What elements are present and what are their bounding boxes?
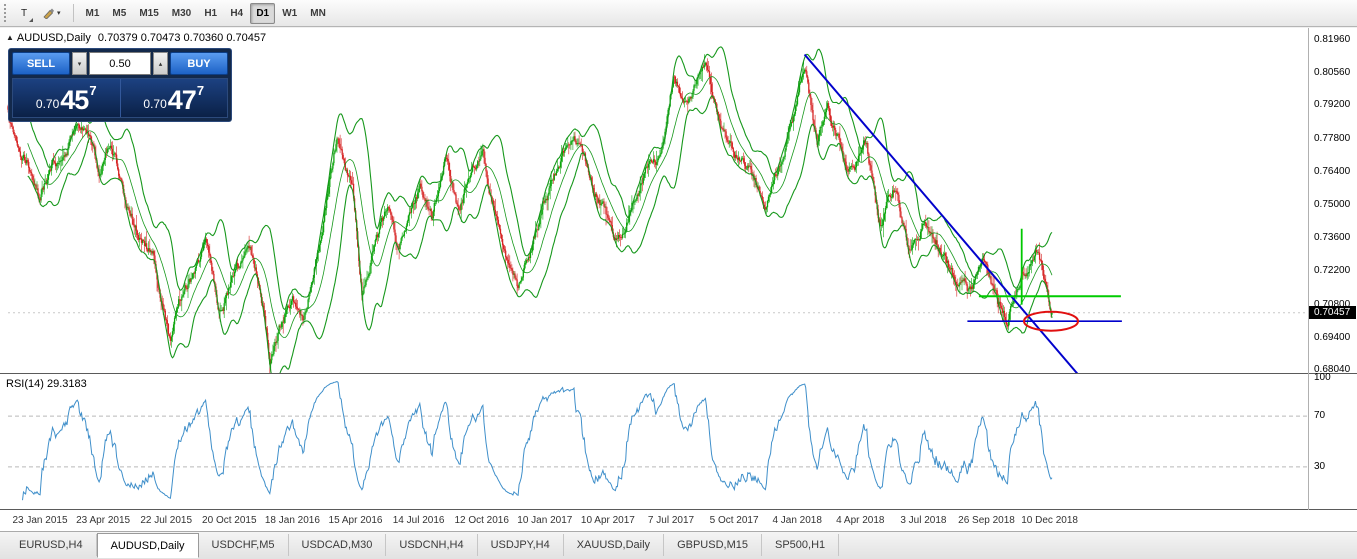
timeframe-m1[interactable]: M1 — [85, 7, 100, 19]
date-tick-label: 4 Jan 2018 — [772, 515, 822, 526]
chart-marker-icon: ▲ — [6, 33, 14, 42]
chart-tab-gbpusd-m15[interactable]: GBPUSD,M15 — [664, 534, 762, 556]
price-tick: 0.77800 — [1314, 132, 1351, 144]
sell-price-prefix: 0.70 — [35, 97, 60, 111]
toolbar: T ▾ M1 M5 M15 M30 H1 H4 D1 W1 MN — [0, 0, 1357, 27]
price-tick: 0.79200 — [1314, 99, 1351, 111]
date-tick-label: 15 Apr 2016 — [328, 515, 383, 526]
chart-tab-xauusd-daily[interactable]: XAUUSD,Daily — [564, 534, 665, 556]
price-chart-canvas[interactable] — [0, 28, 1357, 373]
timeframe-w1[interactable]: W1 — [282, 7, 298, 19]
rsi-tick: 30 — [1314, 460, 1326, 472]
chart-tab-audusd-daily[interactable]: AUDUSD,Daily — [96, 533, 199, 558]
date-tick-label: 5 Oct 2017 — [709, 515, 759, 526]
date-tick-label: 14 Jul 2016 — [392, 515, 445, 526]
rsi-tick: 100 — [1314, 372, 1331, 383]
text-tool-icon: T — [20, 7, 28, 19]
date-tick-label: 10 Jan 2017 — [517, 515, 573, 526]
caret-down-icon: ▾ — [57, 10, 61, 17]
date-tick-label: 20 Oct 2015 — [202, 515, 257, 526]
timeframe-h1[interactable]: H1 — [204, 7, 218, 19]
one-click-trading-panel: SELL ▾ ▴ BUY 0.70 45 7 0.70 47 7 — [8, 48, 232, 122]
rsi-line — [22, 381, 1053, 501]
date-tick-label: 4 Apr 2018 — [836, 515, 885, 526]
date-tick-label: 18 Jan 2016 — [264, 515, 320, 526]
chart-tab-eurusd-h4[interactable]: EURUSD,H4 — [6, 534, 97, 556]
price-display-divider — [119, 79, 121, 117]
timeframe-h4[interactable]: H4 — [230, 7, 244, 19]
date-tick-label: 10 Apr 2017 — [580, 515, 635, 526]
toolbar-grip[interactable] — [4, 4, 8, 22]
date-tick-label: 23 Apr 2015 — [76, 515, 131, 526]
text-tool-button[interactable]: T — [13, 3, 35, 24]
drawing-tool-button[interactable]: ▾ — [36, 3, 67, 24]
toolbar-separator — [72, 4, 74, 22]
price-tick: 0.70800 — [1314, 298, 1351, 310]
buy-price-prefix: 0.70 — [143, 97, 167, 111]
chart-tab-usdchf-m5[interactable]: USDCHF,M5 — [199, 534, 289, 556]
sell-button[interactable]: SELL — [12, 52, 70, 75]
sell-price-pipette: 7 — [89, 83, 97, 98]
bollinger-upper-band — [27, 46, 1053, 310]
timeframe-m15[interactable]: M15 — [139, 7, 159, 19]
volume-input[interactable] — [89, 52, 151, 75]
rsi-panel-canvas[interactable] — [0, 374, 1357, 509]
price-scale[interactable]: 0.81960 0.80560 0.79200 0.77800 0.76400 0.750… — [1309, 28, 1357, 510]
chart-tab-usdjpy-h4[interactable]: USDJPY,H4 — [478, 534, 564, 556]
current-price-badge: 0.70457 — [1309, 305, 1356, 319]
pencil-icon — [43, 8, 54, 19]
timeframe-m5[interactable]: M5 — [112, 7, 127, 19]
chart-tabbar: EURUSD,H4 AUDUSD,Daily USDCHF,M5 USDCAD,M30… — [0, 531, 1357, 559]
rsi-scale[interactable]: 100 70 30 — [1309, 372, 1357, 509]
price-tick: 0.69400 — [1314, 331, 1351, 343]
price-tick: 0.73600 — [1314, 232, 1351, 244]
chart-symbol-period: AUDUSD,Daily — [16, 32, 91, 44]
date-tick-label: 26 Sep 2018 — [958, 515, 1015, 526]
panel-separator[interactable] — [0, 373, 1357, 374]
price-tick: 0.68040 — [1314, 364, 1351, 375]
chart-tab-usdcnh-h4[interactable]: USDCNH,H4 — [386, 534, 478, 556]
chart-tab-usdcad-m30[interactable]: USDCAD,M30 — [289, 534, 387, 556]
price-scale-separator — [1308, 28, 1309, 510]
chart-window: ▲ AUDUSD,Daily 0.70379 0.70473 0.70360 0.7… — [0, 28, 1357, 531]
timeframe-mn[interactable]: MN — [310, 7, 326, 19]
price-tick: 0.72200 — [1314, 265, 1351, 277]
rsi-tick: 70 — [1314, 410, 1326, 422]
date-tick-label: 3 Jul 2018 — [900, 515, 947, 526]
dropdown-corner-icon — [29, 17, 33, 22]
date-axis[interactable]: 23 Jan 2015 23 Apr 2015 22 Jul 2015 20 Oct … — [0, 510, 1357, 531]
volume-decrease-button[interactable]: ▾ — [72, 52, 87, 75]
buy-price-display[interactable]: 0.70 47 7 — [121, 79, 228, 117]
date-tick-label: 7 Jul 2017 — [647, 515, 695, 526]
sell-price-main: 45 — [60, 85, 89, 115]
buy-price-main: 47 — [167, 85, 197, 115]
volume-increase-button[interactable]: ▴ — [153, 52, 168, 75]
chart-title: ▲ AUDUSD,Daily 0.70379 0.70473 0.70360 0.7… — [6, 32, 266, 44]
date-tick-label: 22 Jul 2015 — [140, 515, 193, 526]
bollinger-middle-band — [27, 76, 1053, 339]
price-tick: 0.76400 — [1314, 165, 1351, 177]
axis-separator — [0, 509, 1357, 510]
chart-tab-sp500-h1[interactable]: SP500,H1 — [762, 534, 840, 556]
date-tick-label: 12 Oct 2016 — [454, 515, 509, 526]
price-tick: 0.75000 — [1314, 199, 1351, 210]
bollinger-lower-band — [27, 95, 1053, 373]
rsi-indicator-label: RSI(14) 29.3183 — [6, 378, 87, 390]
descending-trendline[interactable] — [803, 53, 1080, 374]
timeframe-d1[interactable]: D1 — [250, 2, 276, 24]
price-tick: 0.80560 — [1314, 67, 1351, 79]
buy-button[interactable]: BUY — [170, 52, 228, 75]
sell-price-display[interactable]: 0.70 45 7 — [13, 79, 120, 117]
timeframe-toolbar: M1 M5 M15 M30 H1 H4 D1 W1 MN — [80, 2, 332, 24]
highlight-ellipse[interactable] — [1023, 310, 1079, 332]
date-tick-label: 23 Jan 2015 — [12, 515, 68, 526]
price-tick: 0.81960 — [1314, 34, 1351, 45]
buy-price-pipette: 7 — [196, 83, 205, 98]
timeframe-m30[interactable]: M30 — [171, 7, 192, 19]
date-tick-label: 10 Dec 2018 — [1021, 515, 1078, 526]
ohlc-readout: 0.70379 0.70473 0.70360 0.70457 — [97, 32, 267, 44]
